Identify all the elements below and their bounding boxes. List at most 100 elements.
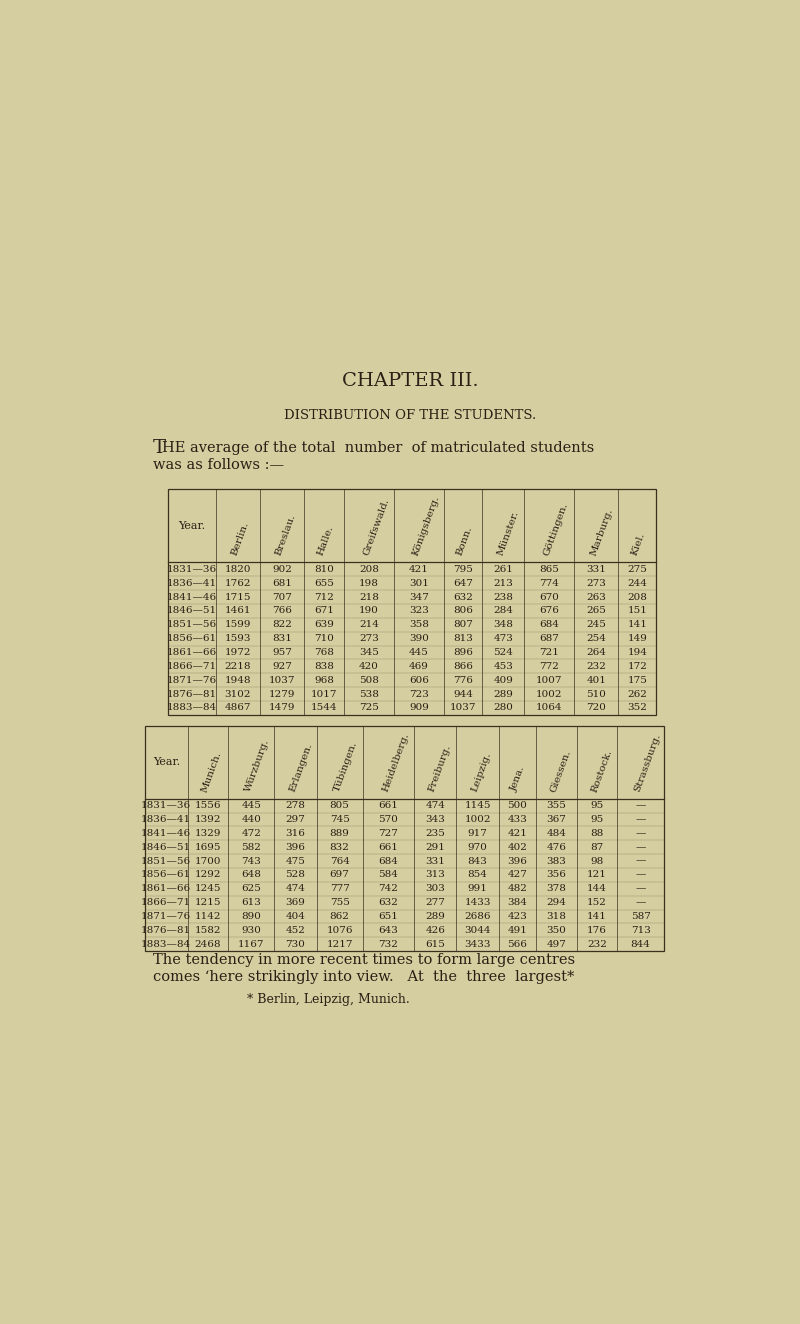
- Text: 1861—66: 1861—66: [142, 884, 191, 894]
- Text: 1883—84: 1883—84: [142, 940, 191, 949]
- Text: 289: 289: [426, 912, 445, 922]
- Text: Leipzig.: Leipzig.: [470, 751, 493, 793]
- Text: 1329: 1329: [194, 829, 222, 838]
- Text: 570: 570: [378, 816, 398, 824]
- Text: 917: 917: [468, 829, 487, 838]
- Text: Year.: Year.: [178, 520, 206, 531]
- Text: 862: 862: [330, 912, 350, 922]
- Text: 420: 420: [359, 662, 379, 671]
- Text: 712: 712: [314, 593, 334, 601]
- Text: 1037: 1037: [450, 703, 476, 712]
- Text: 445: 445: [409, 647, 429, 657]
- Text: 930: 930: [242, 925, 261, 935]
- Text: 149: 149: [627, 634, 647, 643]
- Text: 313: 313: [426, 870, 445, 879]
- Text: 280: 280: [494, 703, 513, 712]
- Text: 277: 277: [426, 898, 445, 907]
- Text: 1695: 1695: [194, 843, 222, 851]
- Text: 957: 957: [272, 647, 292, 657]
- Text: Marburg.: Marburg.: [589, 507, 614, 557]
- Text: 831: 831: [272, 634, 292, 643]
- Text: 1836—41: 1836—41: [167, 579, 217, 588]
- Text: 265: 265: [586, 606, 606, 616]
- Text: 713: 713: [630, 925, 650, 935]
- Text: 497: 497: [546, 940, 566, 949]
- Text: 264: 264: [586, 647, 606, 657]
- Text: 720: 720: [586, 703, 606, 712]
- Text: Halle.: Halle.: [316, 524, 335, 557]
- Text: 98: 98: [590, 857, 604, 866]
- Bar: [168, 489, 657, 715]
- Text: The tendency in more recent times to form large centres: The tendency in more recent times to for…: [153, 953, 575, 967]
- Text: 768: 768: [314, 647, 334, 657]
- Text: 890: 890: [242, 912, 261, 922]
- Text: Jena.: Jena.: [510, 765, 527, 793]
- Text: 421: 421: [409, 565, 429, 573]
- Text: Münster.: Münster.: [495, 510, 520, 557]
- Text: 141: 141: [627, 620, 647, 629]
- Text: Giessen.: Giessen.: [549, 748, 573, 793]
- Text: 1856—61: 1856—61: [142, 870, 191, 879]
- Text: 671: 671: [314, 606, 334, 616]
- Text: —: —: [635, 884, 646, 894]
- Text: 772: 772: [539, 662, 559, 671]
- Text: 1871—76: 1871—76: [167, 675, 217, 685]
- Text: DISTRIBUTION OF THE STUDENTS.: DISTRIBUTION OF THE STUDENTS.: [284, 409, 536, 422]
- Text: 190: 190: [359, 606, 379, 616]
- Text: Strassburg.: Strassburg.: [633, 732, 662, 793]
- Text: 151: 151: [627, 606, 647, 616]
- Text: —: —: [635, 843, 646, 851]
- Text: 245: 245: [586, 620, 606, 629]
- Text: 582: 582: [242, 843, 261, 851]
- Text: 684: 684: [378, 857, 398, 866]
- Text: 316: 316: [286, 829, 306, 838]
- Text: Tübingen.: Tübingen.: [332, 740, 358, 793]
- Text: 1876—81: 1876—81: [167, 690, 217, 699]
- Text: 566: 566: [507, 940, 527, 949]
- Text: 1433: 1433: [464, 898, 491, 907]
- Text: 647: 647: [453, 579, 473, 588]
- Text: 606: 606: [409, 675, 429, 685]
- Text: 1279: 1279: [269, 690, 295, 699]
- Text: 484: 484: [546, 829, 566, 838]
- Text: 1556: 1556: [194, 801, 222, 810]
- Text: 742: 742: [378, 884, 398, 894]
- Text: 369: 369: [286, 898, 306, 907]
- Text: 254: 254: [586, 634, 606, 643]
- Text: Rostock.: Rostock.: [590, 748, 614, 793]
- Text: 755: 755: [330, 898, 350, 907]
- Text: 727: 727: [378, 829, 398, 838]
- Text: —: —: [635, 801, 646, 810]
- Text: 1871—76: 1871—76: [142, 912, 191, 922]
- Text: —: —: [635, 829, 646, 838]
- Text: 681: 681: [272, 579, 292, 588]
- Text: Würzburg.: Würzburg.: [243, 737, 271, 793]
- Text: 238: 238: [494, 593, 513, 601]
- Text: 426: 426: [426, 925, 445, 935]
- Text: 743: 743: [242, 857, 261, 866]
- Text: 528: 528: [286, 870, 306, 879]
- Text: —: —: [635, 816, 646, 824]
- Text: 909: 909: [409, 703, 429, 712]
- Text: 776: 776: [453, 675, 473, 685]
- Text: 838: 838: [314, 662, 334, 671]
- Text: 721: 721: [539, 647, 559, 657]
- Text: 625: 625: [242, 884, 261, 894]
- Text: 844: 844: [630, 940, 650, 949]
- Text: 469: 469: [409, 662, 429, 671]
- Text: 710: 710: [314, 634, 334, 643]
- Text: 404: 404: [286, 912, 306, 922]
- Text: Greifswald.: Greifswald.: [362, 498, 390, 557]
- Text: 1582: 1582: [194, 925, 222, 935]
- Text: 213: 213: [494, 579, 513, 588]
- Text: 356: 356: [546, 870, 566, 879]
- Text: 141: 141: [587, 912, 607, 922]
- Text: 866: 866: [453, 662, 473, 671]
- Text: 1145: 1145: [464, 801, 491, 810]
- Text: 843: 843: [468, 857, 487, 866]
- Text: 440: 440: [242, 816, 261, 824]
- Text: 301: 301: [409, 579, 429, 588]
- Text: 331: 331: [586, 565, 606, 573]
- Text: 345: 345: [359, 647, 379, 657]
- Text: 687: 687: [539, 634, 559, 643]
